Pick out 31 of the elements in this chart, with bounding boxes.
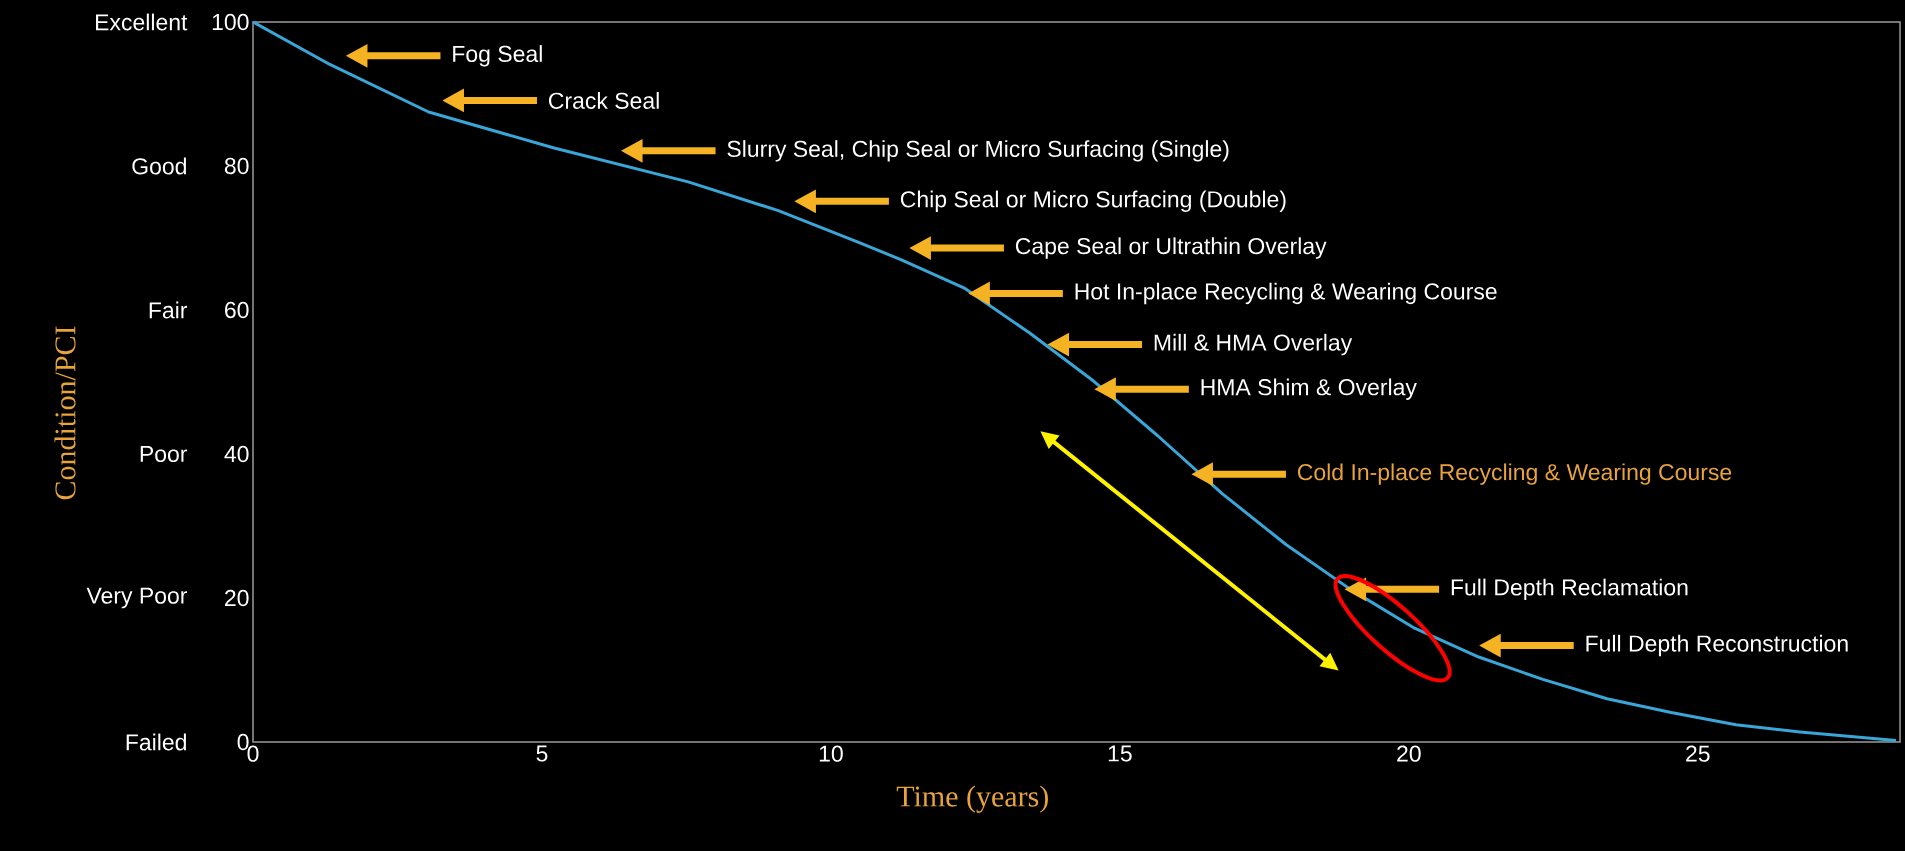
x-tick-label: 5 bbox=[536, 745, 548, 762]
text: Fair bbox=[149, 301, 188, 319]
y-tick-label: 80 bbox=[224, 157, 249, 175]
annotation: Mill & HMA Overlay bbox=[1154, 333, 1353, 356]
annotation: Cape Seal or Ultrathin Overlay bbox=[1015, 237, 1327, 259]
text: Excellent bbox=[96, 13, 188, 31]
line-series bbox=[251, 20, 1898, 743]
y-tick-label: 40 bbox=[224, 445, 249, 463]
y-tick-label: 100 bbox=[212, 13, 249, 31]
text: Good bbox=[132, 157, 186, 175]
annotation: Full Depth Reclamation bbox=[1451, 578, 1688, 601]
x-tick-label: 20 bbox=[1397, 745, 1421, 762]
annotation: Full Depth Reconstruction bbox=[1586, 634, 1848, 657]
annotation: Chip Seal or Micro Surfacing (Double) bbox=[900, 190, 1286, 212]
y-tick-label: 0 bbox=[237, 733, 249, 751]
y-tick-label: 60 bbox=[225, 301, 249, 319]
annotation: HMA Shim & Overlay bbox=[1201, 378, 1417, 400]
text: Failed bbox=[126, 733, 186, 751]
text: Poor bbox=[140, 445, 188, 463]
annotation: Crack Seal bbox=[548, 92, 659, 109]
x-tick-label: 15 bbox=[1108, 745, 1132, 762]
annotation: Cold In-place Recycling & Wearing Course bbox=[1297, 463, 1732, 485]
x-tick-label: 10 bbox=[819, 745, 843, 762]
x-tick-label: 25 bbox=[1686, 745, 1710, 762]
x-axis-title: Time (years) bbox=[896, 785, 1048, 813]
annotation: Fog Seal bbox=[453, 45, 542, 67]
y-axis-title: Condition/PCI bbox=[54, 326, 76, 500]
text: Very Poor bbox=[86, 587, 188, 609]
annotation: Slurry Seal, Chip Seal or Micro Surfacing (Single) bbox=[727, 140, 1229, 162]
y-tick-label: 20 bbox=[225, 589, 249, 607]
annotation: Hot In-place Recycling & Wearing Course bbox=[1075, 282, 1497, 305]
